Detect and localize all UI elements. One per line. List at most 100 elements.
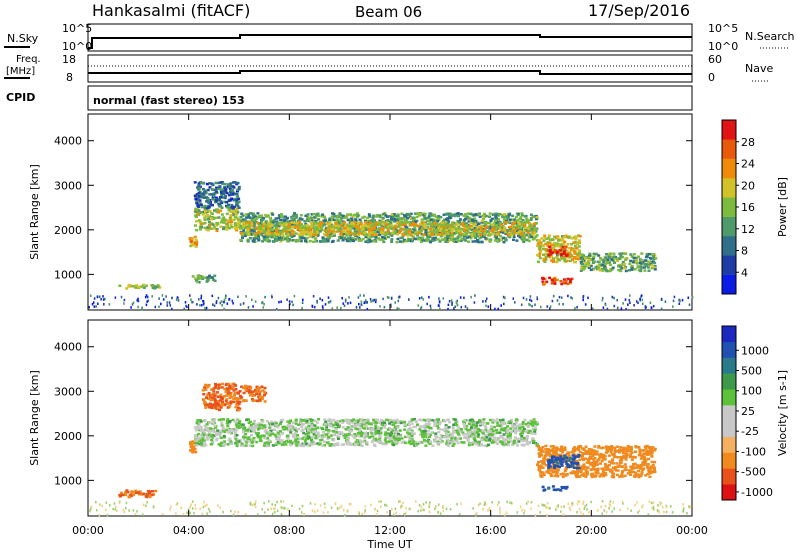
power-cell (227, 193, 231, 197)
power-cell (256, 212, 260, 215)
power-cell (476, 222, 479, 226)
power-cell (252, 233, 256, 236)
power-cell (555, 256, 558, 259)
velocity-cell (330, 443, 334, 446)
power-cell (404, 223, 408, 226)
power-cell (458, 220, 462, 223)
power-cell (399, 229, 403, 232)
power-cell (433, 214, 437, 217)
velocity-cell (396, 441, 400, 444)
power-cell (553, 282, 557, 285)
power-cell (300, 231, 304, 234)
velocity-cell (247, 440, 251, 443)
velocity-cell (447, 444, 451, 447)
velocity-cell (478, 429, 481, 433)
velocity-cell (447, 426, 451, 429)
power-cell (573, 252, 577, 255)
power-cell (254, 234, 258, 238)
velocity-cell (488, 436, 492, 439)
velocity-cell (200, 428, 204, 431)
power-cell (491, 225, 495, 228)
power-cell (292, 234, 296, 238)
velocity-cell (276, 432, 280, 435)
velocity-cell (332, 444, 336, 447)
power-cell (491, 223, 494, 227)
power-cell (235, 208, 239, 212)
power-noise-cell (158, 297, 160, 300)
power-cell (284, 215, 287, 218)
power-cell (441, 221, 444, 224)
velocity-cell (239, 444, 243, 447)
power-cell (610, 258, 614, 262)
power-cell (200, 205, 204, 209)
velocity-cell (306, 434, 310, 438)
power-cell (372, 234, 376, 238)
power-cell (599, 257, 602, 260)
power-noise-cell (664, 300, 667, 303)
velocity-cell (507, 443, 511, 447)
velocity-cell (351, 434, 354, 437)
power-cell (379, 224, 383, 227)
power-cell (543, 260, 547, 263)
power-cell (595, 267, 599, 271)
velocity-cell (235, 419, 239, 423)
power-cell (435, 225, 439, 229)
velocity-cell (467, 433, 470, 437)
power-cell (359, 239, 363, 242)
velocity-cell (268, 426, 272, 429)
velocity-cell (223, 440, 227, 443)
power-cell (598, 263, 602, 266)
power-cell (313, 216, 317, 219)
power-noise-cell (602, 306, 605, 309)
velocity-cell (357, 443, 361, 446)
power-cell (472, 231, 476, 234)
velocity-cell (422, 430, 426, 433)
power-cell (555, 242, 559, 245)
power-cell (603, 265, 607, 268)
power-cell (375, 215, 378, 218)
velocity-cell (294, 439, 298, 443)
power-cell (520, 228, 524, 231)
velocity-cell (448, 433, 452, 437)
power-cell (270, 212, 274, 215)
velocity-cell (150, 493, 154, 497)
power-cell (605, 253, 608, 256)
power-cell (377, 228, 381, 231)
power-cell (331, 227, 335, 231)
power-noise-cell (341, 296, 343, 300)
power-cell (231, 218, 235, 222)
velocity-cell (336, 419, 340, 423)
velocity-cell (310, 438, 314, 442)
power-cell (369, 225, 373, 228)
power-noise-cell (451, 303, 453, 306)
power-cell (450, 214, 454, 217)
power-cell (311, 225, 315, 228)
power-cell (424, 233, 428, 236)
velocity-cell (246, 429, 250, 432)
power-cell (229, 214, 233, 217)
velocity-cell (254, 432, 258, 435)
power-noise-cell (136, 299, 139, 302)
power-cell (536, 253, 540, 257)
power-noise-cell (374, 300, 377, 304)
power-cell (203, 276, 207, 279)
velocity-cell (283, 425, 286, 429)
power-cell (326, 220, 330, 224)
power-noise-cell (316, 299, 318, 303)
power-cell (443, 218, 447, 222)
velocity-cell (134, 489, 138, 493)
power-cell (287, 225, 291, 228)
power-cell (259, 226, 263, 230)
power-noise-cell (522, 296, 525, 300)
power-cell (534, 227, 538, 230)
power-cell (405, 213, 409, 216)
power-noise-cell (616, 298, 618, 302)
velocity-cell (497, 436, 501, 440)
power-cell (550, 238, 554, 241)
velocity-cell (489, 435, 493, 439)
power-noise-cell (311, 305, 314, 308)
velocity-cell (248, 420, 252, 424)
velocity-cell (204, 443, 208, 447)
power-noise-cell (114, 296, 117, 299)
power-noise-cell (198, 298, 200, 301)
